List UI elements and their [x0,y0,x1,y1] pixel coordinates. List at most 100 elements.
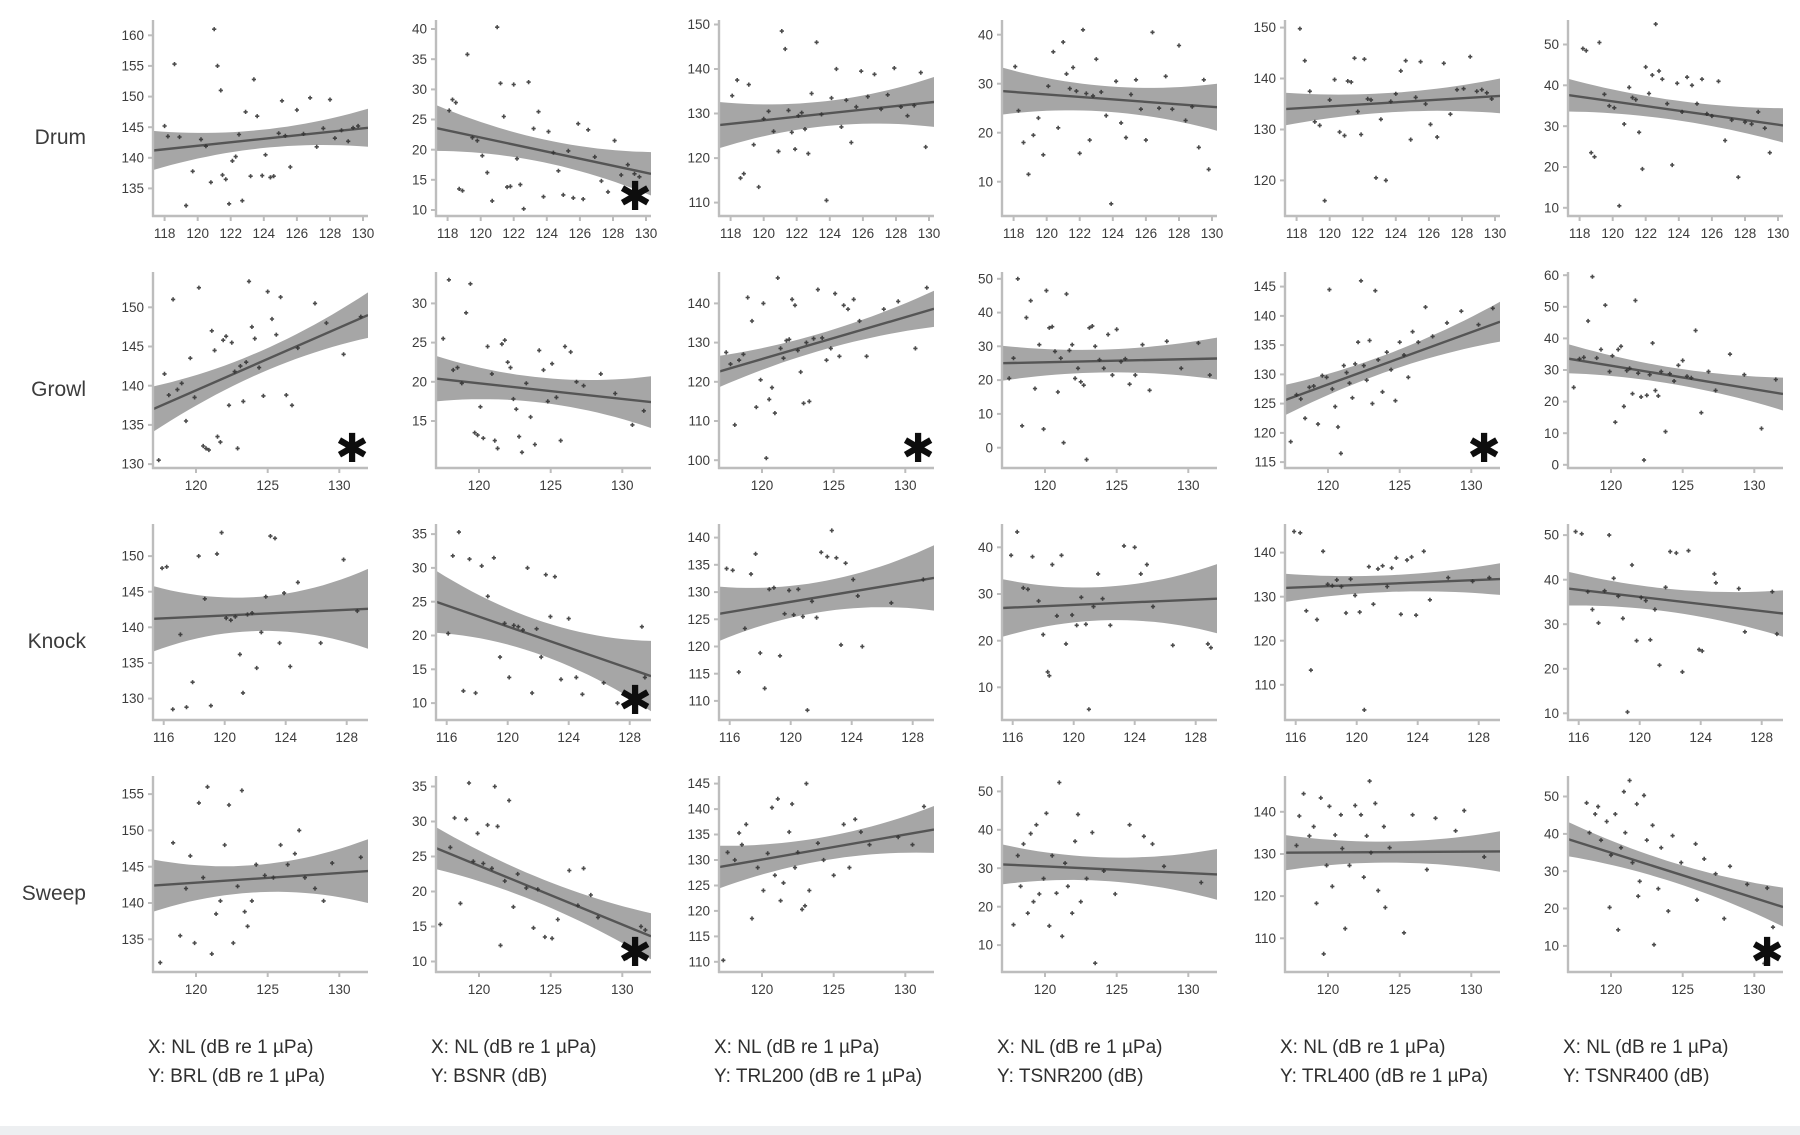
x-tick-label: 120 [1601,226,1624,241]
regression-line [1002,89,1217,109]
x-tick-label: 118 [154,226,176,241]
regression-line [1002,597,1217,610]
scatter-points [730,29,928,203]
x-tick-label: 120 [1034,982,1057,997]
y-tick-label: 50 [978,271,993,286]
x-tick-label: 124 [819,226,842,241]
y-tick-label: 135 [687,827,710,842]
x-tick-label: 126 [852,226,875,241]
significance-asterisk: ✱ [335,427,369,471]
axis-caption-trl200: X: NL (dB re 1 µPa) Y: TRL200 (dB re 1 µ… [662,1020,945,1112]
scatter-points [1007,276,1212,462]
y-tick-label: 20 [978,125,993,140]
y-tick-label: 110 [688,694,710,709]
x-tick-label: 130 [1177,478,1200,493]
y-tick-label: 115 [1254,455,1276,470]
significance-asterisk: ✱ [1750,931,1784,975]
x-tick-label: 120 [1600,982,1623,997]
y-tick-label: 30 [978,861,993,876]
y-tick-label: 120 [687,639,710,654]
y-tick-label: 10 [1544,426,1559,441]
significance-asterisk: ✱ [618,679,652,723]
x-tick-label: 122 [219,226,242,241]
scatter-points [1013,27,1211,206]
regression-line [1285,850,1500,854]
y-tick-label: 155 [121,787,144,802]
y-tick-label: 135 [121,932,144,947]
y-tick-label: 10 [978,407,993,422]
y-tick-label: 155 [121,59,144,74]
subplot-growl-tsnr200: 0 10 20 30 40 50 120 125 130 [945,264,1228,516]
subplot-svg-growl-brl: 130 135 140 145 150 120 125 130 ✱ [121,272,369,493]
subplot-svg-knock-trl400: 110 120 130 140 116 120 124 128 [1253,524,1500,745]
subplot-svg-knock-tsnr200: 10 20 30 40 116 120 124 128 [978,524,1217,745]
x-tick-label: 116 [153,730,175,745]
y-axis-caption: Y: TRL400 (dB re 1 µPa) [1280,1065,1489,1087]
y-tick-label: 35 [412,527,427,542]
axis-caption-brl: X: NL (dB re 1 µPa) Y: BRL (dB re 1 µPa) [96,1020,379,1112]
subplot-drum-bsnr: 10 15 20 25 30 35 40 118 120 122 124 126 128 130 ✱ [379,12,662,264]
y-tick-label: 25 [412,849,427,864]
x-tick-label: 126 [286,226,309,241]
axis-caption-tsnr200: X: NL (dB re 1 µPa) Y: TSNR200 (dB) [945,1020,1228,1112]
y-tick-label: 50 [1544,528,1559,543]
y-tick-label: 140 [121,150,144,165]
y-tick-label: 20 [1544,394,1559,409]
y-tick-label: 110 [1254,931,1276,946]
subplot-knock-tsnr200: 10 20 30 40 116 120 124 128 [945,516,1228,768]
x-tick-label: 124 [1385,226,1408,241]
regression-line [436,600,651,678]
y-tick-label: 30 [1544,617,1559,632]
x-tick-label: 128 [1184,730,1207,745]
y-tick-label: 20 [978,899,993,914]
subplot-sweep-brl: 135 140 145 150 155 120 125 130 [96,768,379,1020]
y-axis-caption: Y: TRL200 (dB re 1 µPa) [714,1065,923,1087]
y-tick-label: 50 [978,784,993,799]
scatter-points [1580,22,1772,208]
x-tick-label: 124 [253,226,276,241]
x-tick-label: 120 [468,478,491,493]
scatter-points [446,530,647,706]
y-tick-label: 50 [1544,299,1559,314]
subplot-sweep-tsnr400: 10 20 30 40 50 120 125 130 ✱ [1511,768,1794,1020]
axis-caption-tsnr400: X: NL (dB re 1 µPa) Y: TSNR400 (dB) [1511,1020,1794,1112]
y-tick-label: 150 [121,89,144,104]
significance-asterisk: ✱ [1467,427,1501,471]
y-tick-label: 130 [687,585,710,600]
subplot-drum-tsnr400: 10 20 30 40 50 118 120 122 124 126 128 130 [1511,12,1794,264]
y-tick-label: 10 [1544,200,1559,215]
x-tick-label: 125 [1671,478,1694,493]
x-tick-label: 128 [618,730,641,745]
x-tick-label: 120 [468,982,491,997]
y-tick-label: 20 [412,628,427,643]
y-tick-label: 150 [121,549,144,564]
confidence-band [436,570,651,712]
scatter-points [1573,529,1779,715]
x-axis-caption: X: NL (dB re 1 µPa) [148,1037,314,1058]
x-tick-label: 122 [785,226,808,241]
subplot-sweep-trl200: 110 115 120 125 130 135 140 145 120 125 130 [662,768,945,1020]
y-tick-label: 140 [1253,309,1276,324]
x-tick-label: 120 [185,982,208,997]
x-tick-label: 118 [720,226,742,241]
scatter-points [724,275,929,461]
subplot-svg-drum-trl200: 110 120 130 140 150 118 120 122 124 126 128 130 [687,17,940,241]
x-tick-label: 128 [1467,730,1490,745]
x-tick-label: 124 [1689,730,1712,745]
y-tick-label: 130 [1253,589,1276,604]
y-tick-label: 120 [687,151,710,166]
x-tick-label: 125 [1105,982,1128,997]
x-tick-label: 130 [1177,982,1200,997]
scatter-points [1011,780,1204,966]
y-tick-label: 125 [687,878,710,893]
y-tick-label: 120 [1253,173,1276,188]
regression-line [436,846,651,938]
y-tick-label: 20 [978,633,993,648]
y-axis-caption: Y: BRL (dB re 1 µPa) [148,1065,326,1087]
x-tick-label: 124 [1102,226,1125,241]
subplot-drum-brl: 135 140 145 150 155 160 118 120 122 124 126 128 130 [96,12,379,264]
regression-line [1002,357,1217,365]
subplot-drum-trl400: 120 130 140 150 118 120 122 124 126 128 130 [1228,12,1511,264]
y-axis-caption: Y: BSNR (dB) [431,1065,548,1087]
y-tick-label: 20 [412,374,427,389]
